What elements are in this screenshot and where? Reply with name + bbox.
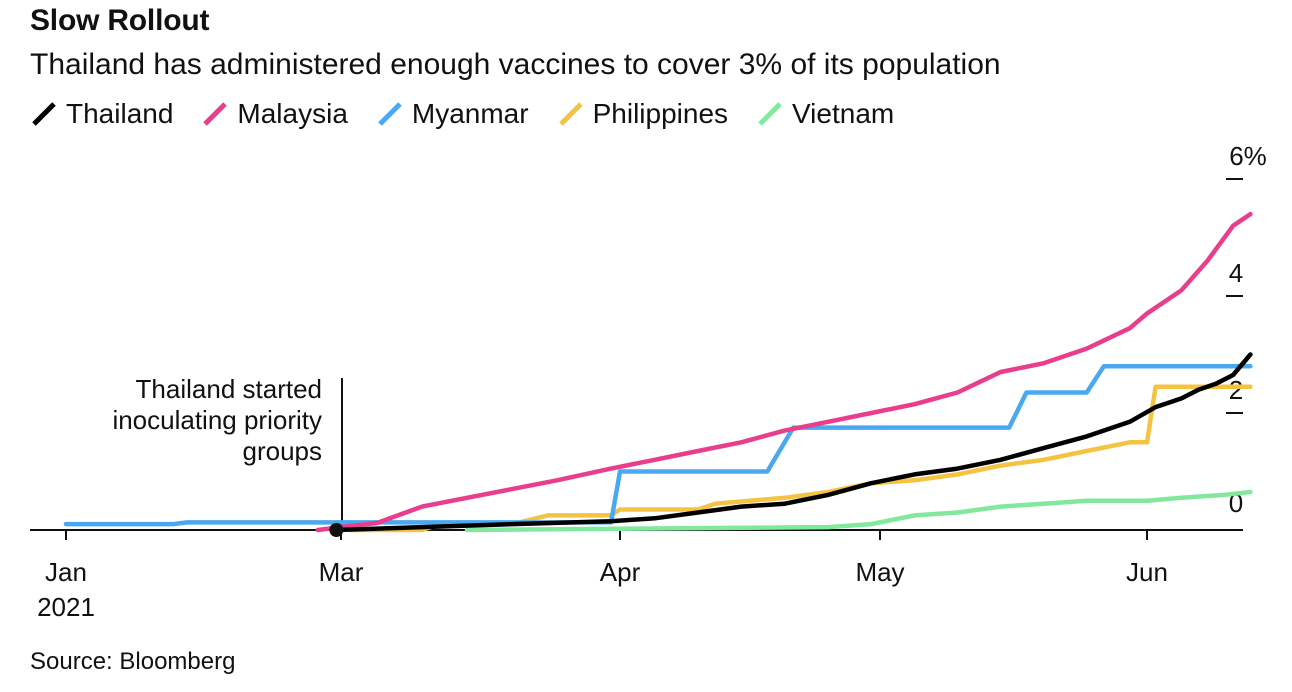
chart-title: Slow Rollout bbox=[30, 4, 210, 37]
y-tick-label-6: 6% bbox=[1229, 141, 1267, 171]
legend-swatch-thailand bbox=[30, 100, 58, 128]
legend-item-philippines: Philippines bbox=[557, 98, 728, 130]
legend-label-malaysia: Malaysia bbox=[237, 98, 348, 129]
annotation-text-line-1: Thailand started bbox=[136, 374, 322, 404]
legend-swatch-myanmar bbox=[376, 100, 404, 128]
legend: Thailand Malaysia Myanmar Philippines Vi… bbox=[30, 98, 922, 130]
legend-item-vietnam: Vietnam bbox=[756, 98, 894, 130]
legend-label-thailand: Thailand bbox=[66, 98, 174, 129]
y-tick-label-2: 2 bbox=[1229, 375, 1243, 405]
annotation-text-line-2: inoculating priority bbox=[112, 405, 322, 435]
legend-item-thailand: Thailand bbox=[30, 98, 173, 130]
x-tick-label-jun: Jun bbox=[1126, 557, 1168, 587]
x-year-label: 2021 bbox=[37, 592, 95, 622]
legend-item-malaysia: Malaysia bbox=[201, 98, 348, 130]
series-line-vietnam bbox=[464, 489, 1253, 533]
legend-swatch-vietnam bbox=[756, 100, 784, 128]
annotation-marker-dot bbox=[329, 523, 344, 537]
x-tick-label-mar: Mar bbox=[319, 557, 364, 587]
annotation-text-line-3: groups bbox=[243, 436, 323, 466]
y-tick-label-4: 4 bbox=[1229, 258, 1243, 288]
series-line-myanmar bbox=[63, 363, 1253, 527]
chart-subtitle: Thailand has administered enough vaccine… bbox=[30, 48, 1001, 81]
x-tick-label-jan: Jan bbox=[45, 557, 87, 587]
series-line-malaysia bbox=[315, 211, 1253, 533]
legend-label-myanmar: Myanmar bbox=[411, 98, 529, 129]
x-tick-label-apr: Apr bbox=[600, 557, 641, 587]
legend-swatch-philippines bbox=[557, 100, 585, 128]
source-note: Source: Bloomberg bbox=[30, 648, 236, 675]
legend-swatch-malaysia bbox=[201, 100, 229, 128]
series-line-thailand bbox=[334, 352, 1253, 533]
legend-label-philippines: Philippines bbox=[592, 98, 729, 129]
series-line-philippines bbox=[347, 384, 1253, 533]
legend-label-vietnam: Vietnam bbox=[792, 98, 895, 129]
x-tick-label-may: May bbox=[855, 557, 904, 587]
legend-item-myanmar: Myanmar bbox=[376, 98, 529, 130]
